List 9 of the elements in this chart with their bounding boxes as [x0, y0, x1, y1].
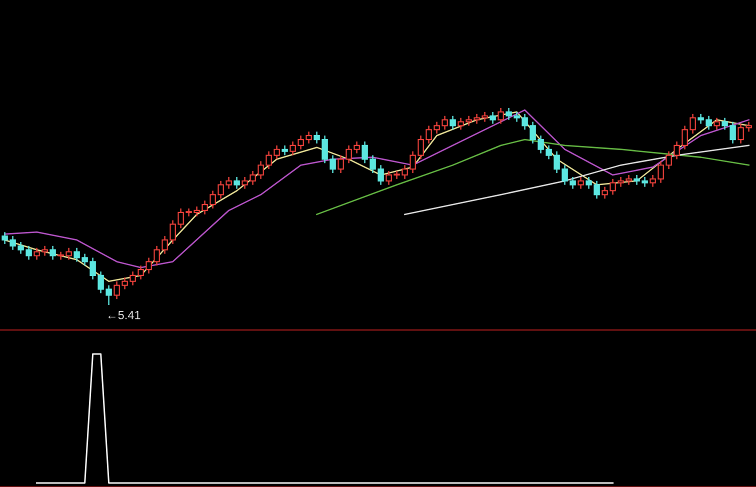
- candlestick: [578, 176, 584, 190]
- candlestick: [450, 115, 456, 130]
- candlestick: [490, 111, 496, 124]
- candlestick: [282, 144, 288, 156]
- candlestick: [714, 117, 720, 130]
- candlestick: [50, 245, 56, 260]
- candlestick: [234, 176, 240, 190]
- text: ←5.41: [108, 310, 140, 320]
- candlestick: [498, 107, 504, 124]
